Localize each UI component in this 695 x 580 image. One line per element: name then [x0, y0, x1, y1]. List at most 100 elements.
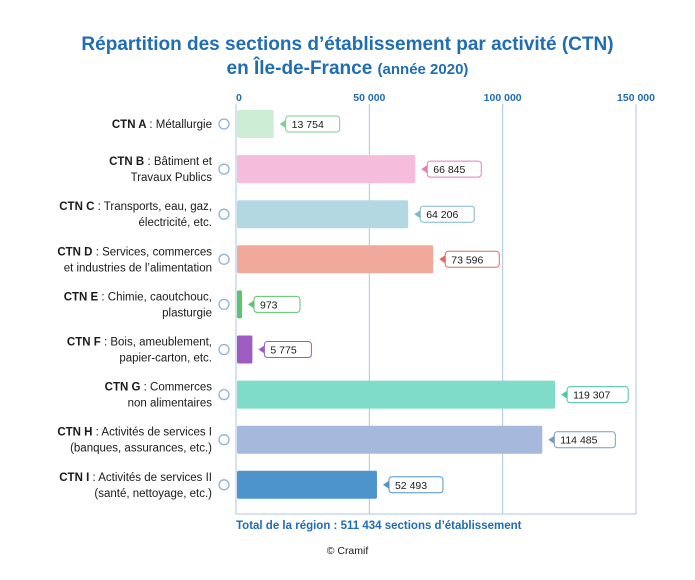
bar-row: CTN C : Transports, eau, gaz, électricité…: [59, 200, 475, 229]
value-label-pointer: [439, 255, 446, 264]
category-code: CTN D: [57, 246, 95, 258]
category-description: : Commerces: [144, 382, 213, 394]
value-label: 114 485: [560, 435, 597, 447]
bar-row: CTN B : Bâtiment et Travaux Publics 66 845: [109, 155, 482, 184]
bar: [237, 110, 274, 138]
value-label: 66 845: [433, 164, 465, 176]
value-label-box: [388, 476, 444, 494]
category-code: CTN C: [59, 201, 97, 213]
axis-marker: [218, 388, 230, 401]
axis-marker: [218, 253, 230, 265]
value-label-box: [426, 160, 482, 178]
category-description: : Services, commerces: [96, 246, 213, 258]
value-label: 64 206: [426, 209, 458, 221]
value-label: 5 775: [270, 345, 296, 357]
category-label: Travaux Publics: [131, 172, 213, 184]
category-code: CTN I: [59, 472, 92, 484]
bar: [237, 380, 556, 409]
value-label-pointer: [548, 435, 555, 444]
bar-row: CTN G : Commerces non alimentaires 119 307: [105, 380, 629, 410]
category-label: CTN C : Transports, eau, gaz,: [59, 201, 212, 213]
chart-title-year: (année 2020): [377, 61, 469, 78]
category-code: CTN A: [112, 119, 149, 131]
x-tick-label: 50 000: [353, 92, 385, 104]
bar-row: CTN F : Bois, ameublement, papier-carton,…: [67, 335, 312, 365]
category-code: CTN G: [105, 382, 144, 394]
category-description: : Activités de services II: [92, 472, 212, 484]
value-label-box: [253, 295, 301, 313]
category-description: : Bâtiment et: [147, 156, 212, 168]
category-label: (santé, nettoyage, etc.): [94, 488, 212, 500]
bar: [237, 200, 409, 229]
bar: [237, 245, 434, 274]
credit-note: © Cramif: [326, 545, 369, 557]
value-label-box: [419, 205, 475, 223]
category-label: CTN E : Chimie, caoutchouc,: [64, 291, 212, 303]
x-tick-label: 150 000: [617, 92, 655, 104]
axis-marker: [218, 208, 230, 220]
category-description: : Bois, ameublement,: [104, 337, 212, 349]
value-label: 973: [260, 299, 278, 311]
category-label: CTN H : Activités de services I: [57, 427, 212, 439]
category-description: : Transports, eau, gaz,: [98, 201, 212, 213]
category-label: CTN G : Commerces: [105, 382, 213, 394]
chart-title-line2: en Île-de-France (année 2020): [0, 58, 695, 80]
category-label: papier-carton, etc.: [119, 353, 212, 365]
x-tick-label: 0: [236, 92, 242, 104]
category-label: (banques, assurances, etc.): [70, 443, 212, 455]
category-label: non alimentaires: [128, 398, 213, 410]
category-label: CTN A : Métallurgie: [112, 119, 212, 131]
value-label-box: [263, 341, 312, 358]
bar-row: CTN E : Chimie, caoutchouc, plasturgie 973: [64, 290, 301, 319]
category-code: CTN H: [57, 427, 95, 439]
value-label-box: [444, 250, 500, 268]
category-description: : Activités de services I: [96, 427, 212, 439]
category-description: : Chimie, caoutchouc,: [101, 291, 212, 303]
bar: [237, 155, 416, 184]
value-label-box: [553, 431, 616, 449]
chart-title-line1: Répartition des sections d’établissement…: [81, 34, 614, 55]
category-label: CTN I : Activités de services II: [59, 472, 212, 484]
category-code: CTN E: [64, 291, 102, 303]
category-label: CTN B : Bâtiment et: [109, 156, 213, 168]
value-label-box: [285, 115, 341, 133]
bar: [237, 425, 543, 454]
axis-marker: [218, 298, 230, 311]
bar-row: CTN A : Métallurgie 13 754: [112, 110, 341, 138]
value-label: 13 754: [292, 119, 324, 131]
value-label: 119 307: [573, 390, 610, 402]
value-label-pointer: [248, 300, 254, 309]
bar: [237, 335, 253, 364]
value-label-pointer: [258, 345, 265, 354]
category-code: CTN F: [67, 337, 104, 349]
bar: [237, 470, 377, 499]
bar-row: CTN D : Services, commerces et industries…: [57, 245, 500, 274]
bar-row: CTN H : Activités de services I (banques,…: [57, 425, 616, 455]
category-label: CTN F : Bois, ameublement,: [67, 337, 212, 349]
value-label-pointer: [279, 120, 286, 128]
x-tick-label: 100 000: [484, 92, 522, 104]
value-label-pointer: [561, 390, 568, 399]
bar-row: CTN I : Activités de services II (santé, …: [59, 470, 444, 500]
category-label: et industries de l’alimentation: [64, 262, 212, 274]
axis-marker: [218, 163, 230, 175]
value-label: 52 493: [395, 480, 427, 492]
value-label-pointer: [421, 165, 428, 174]
region-total-note: Total de la région : 511 434 sections d’…: [236, 520, 522, 532]
category-label: CTN D : Services, commerces: [57, 246, 212, 258]
value-label-pointer: [414, 210, 421, 219]
value-label: 73 596: [451, 254, 483, 266]
bar: [237, 290, 242, 319]
axis-marker: [218, 434, 230, 446]
category-code: CTN B: [109, 156, 147, 168]
category-description: : Métallurgie: [149, 119, 212, 131]
category-label: plasturgie: [162, 307, 212, 319]
axis-marker: [218, 479, 230, 491]
value-label-box: [566, 386, 629, 404]
chart-title-region: en Île-de-France: [226, 58, 373, 79]
category-label: électricité, etc.: [139, 217, 213, 229]
axis-marker: [218, 118, 230, 130]
value-label-pointer: [382, 480, 389, 489]
